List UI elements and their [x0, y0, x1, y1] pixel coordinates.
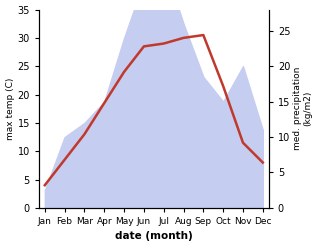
Y-axis label: med. precipitation
(kg/m2): med. precipitation (kg/m2): [293, 67, 313, 150]
X-axis label: date (month): date (month): [115, 231, 193, 242]
Y-axis label: max temp (C): max temp (C): [5, 78, 15, 140]
